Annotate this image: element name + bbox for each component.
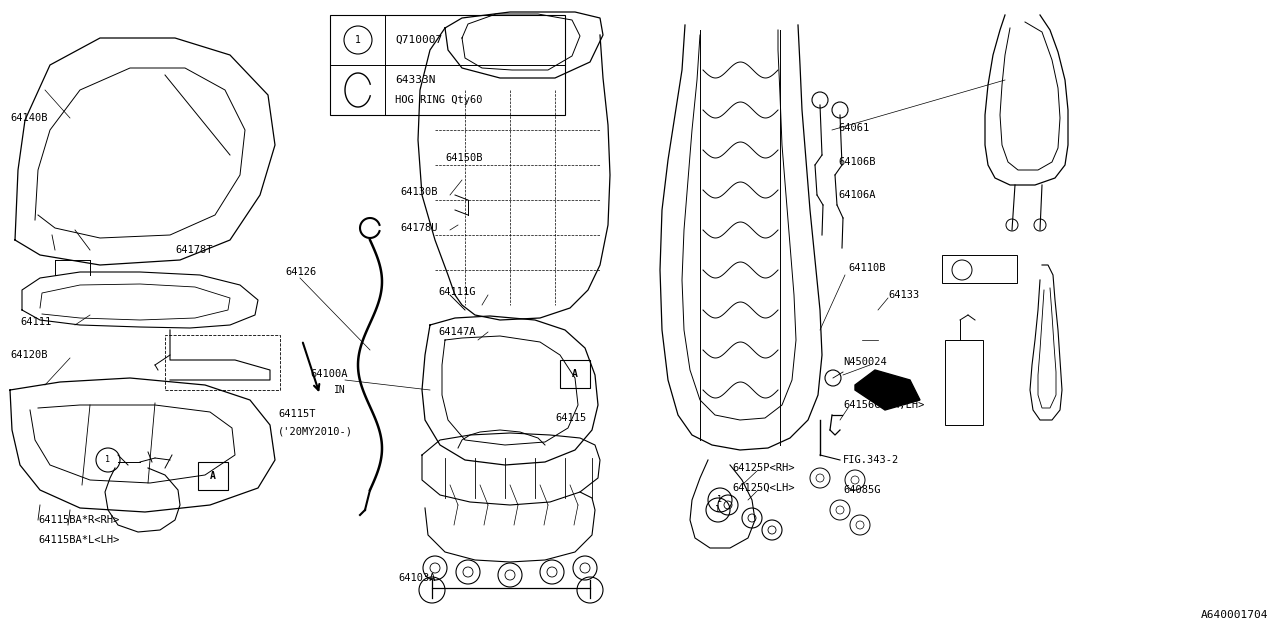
Bar <box>942 255 1018 283</box>
Bar <box>198 462 228 490</box>
Text: 64115: 64115 <box>556 413 586 423</box>
Text: 1: 1 <box>718 495 722 504</box>
Text: 64103A: 64103A <box>398 573 435 583</box>
Text: 64333N: 64333N <box>396 75 435 85</box>
Text: 64106A: 64106A <box>838 190 876 200</box>
Text: 64100A: 64100A <box>310 369 347 379</box>
Bar <box>165 335 280 390</box>
Text: 1: 1 <box>355 35 361 45</box>
Text: 64115T: 64115T <box>278 409 315 419</box>
Text: 1: 1 <box>716 506 721 515</box>
Text: N450024: N450024 <box>844 357 887 367</box>
Text: 64120B: 64120B <box>10 350 47 360</box>
Text: 64085G: 64085G <box>844 485 881 495</box>
Text: A640001704: A640001704 <box>1201 610 1268 620</box>
Text: 64150B: 64150B <box>445 153 483 163</box>
Text: 64126: 64126 <box>285 267 316 277</box>
Polygon shape <box>855 370 920 410</box>
Bar <box>945 340 983 425</box>
Text: 64140B: 64140B <box>10 113 47 123</box>
Text: A: A <box>572 369 579 379</box>
Text: FIG.343-2: FIG.343-2 <box>844 455 900 465</box>
Bar <box>330 15 564 115</box>
Text: Q710007: Q710007 <box>396 35 443 45</box>
Text: 64061: 64061 <box>838 123 869 133</box>
Text: 64115BA*R<RH>: 64115BA*R<RH> <box>38 515 119 525</box>
Text: 64147A: 64147A <box>438 327 475 337</box>
Text: 64125Q<LH>: 64125Q<LH> <box>732 483 795 493</box>
Text: 1: 1 <box>105 456 110 465</box>
Text: 64178U: 64178U <box>399 223 438 233</box>
Text: 64156G<RH,LH>: 64156G<RH,LH> <box>844 400 924 410</box>
Text: IN: IN <box>334 385 346 395</box>
Text: 64111: 64111 <box>20 317 51 327</box>
Bar <box>561 360 590 388</box>
Text: 64106B: 64106B <box>838 157 876 167</box>
Text: 64133: 64133 <box>888 290 919 300</box>
Text: ('20MY2010-): ('20MY2010-) <box>278 427 353 437</box>
Text: 64115BA*L<LH>: 64115BA*L<LH> <box>38 535 119 545</box>
Text: HOG RING Qty60: HOG RING Qty60 <box>396 95 483 105</box>
Text: 64125P<RH>: 64125P<RH> <box>732 463 795 473</box>
Text: A: A <box>210 471 216 481</box>
Text: 64110B: 64110B <box>849 263 886 273</box>
Text: 64111G: 64111G <box>438 287 475 297</box>
Text: 64178T: 64178T <box>175 245 212 255</box>
Text: 64130B: 64130B <box>399 187 438 197</box>
